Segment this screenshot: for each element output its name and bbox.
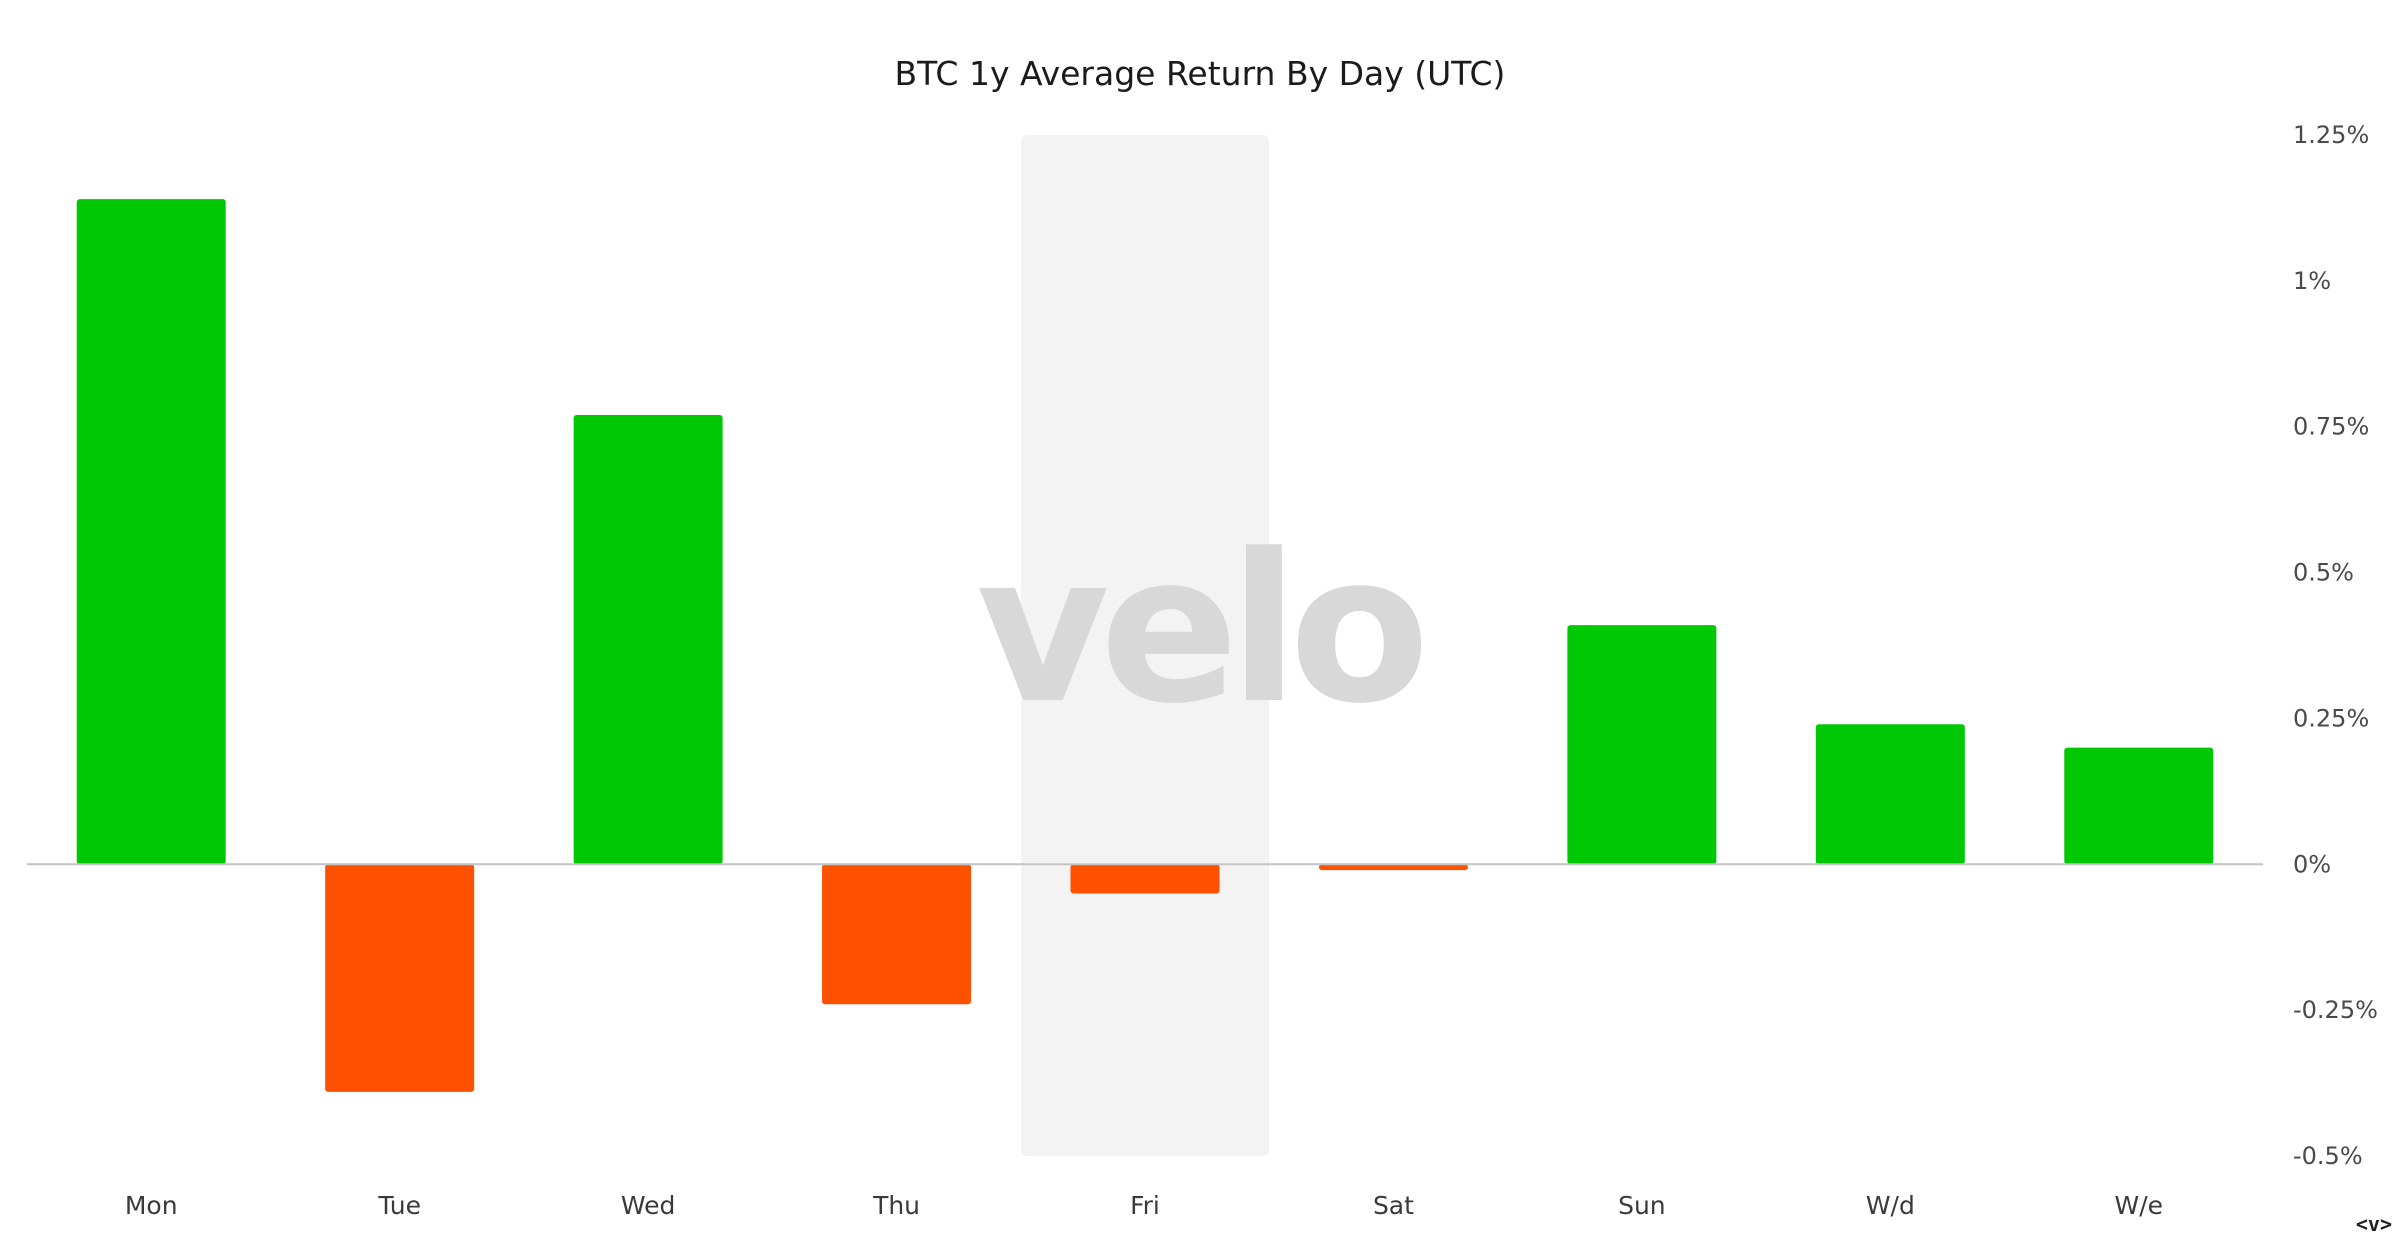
x-tick-label: W/e <box>2115 1191 2164 1220</box>
chart-nav-toggle[interactable]: <v> <box>2355 1212 2392 1236</box>
bar-sat <box>1318 864 1468 871</box>
x-tick-label: Mon <box>125 1191 178 1220</box>
y-tick-label: 0.5% <box>2293 559 2354 587</box>
watermark-logo: velo <box>976 511 1422 749</box>
x-tick-label: Sat <box>1373 1191 1414 1220</box>
chart-title: BTC 1y Average Return By Day (UTC) <box>895 54 1506 93</box>
highlight-column-fri <box>1021 135 1269 1156</box>
bar-fri <box>1070 864 1220 894</box>
bar-sun <box>1567 625 1717 865</box>
bar-thu <box>822 864 972 1005</box>
x-tick-label: Sun <box>1618 1191 1666 1220</box>
bar-mon <box>76 199 226 865</box>
x-tick-label: Tue <box>377 1191 421 1220</box>
y-tick-label: 0.75% <box>2293 413 2369 441</box>
x-tick-label: Wed <box>621 1191 676 1220</box>
y-tick-label: 1% <box>2293 267 2331 295</box>
x-tick-label: W/d <box>1866 1191 1915 1220</box>
x-tick-label: Thu <box>872 1191 920 1220</box>
y-tick-label: 0.25% <box>2293 704 2369 732</box>
bar-wed <box>573 415 723 865</box>
x-tick-label: Fri <box>1130 1191 1160 1220</box>
bar-w-d <box>1815 724 1965 865</box>
y-tick-label: -0.5% <box>2293 1142 2363 1170</box>
y-tick-label: -0.25% <box>2293 996 2378 1024</box>
y-tick-label: 0% <box>2293 850 2331 878</box>
y-tick-label: 1.25% <box>2293 121 2369 149</box>
bar-w-e <box>2064 747 2214 865</box>
bar-tue <box>325 864 475 1092</box>
